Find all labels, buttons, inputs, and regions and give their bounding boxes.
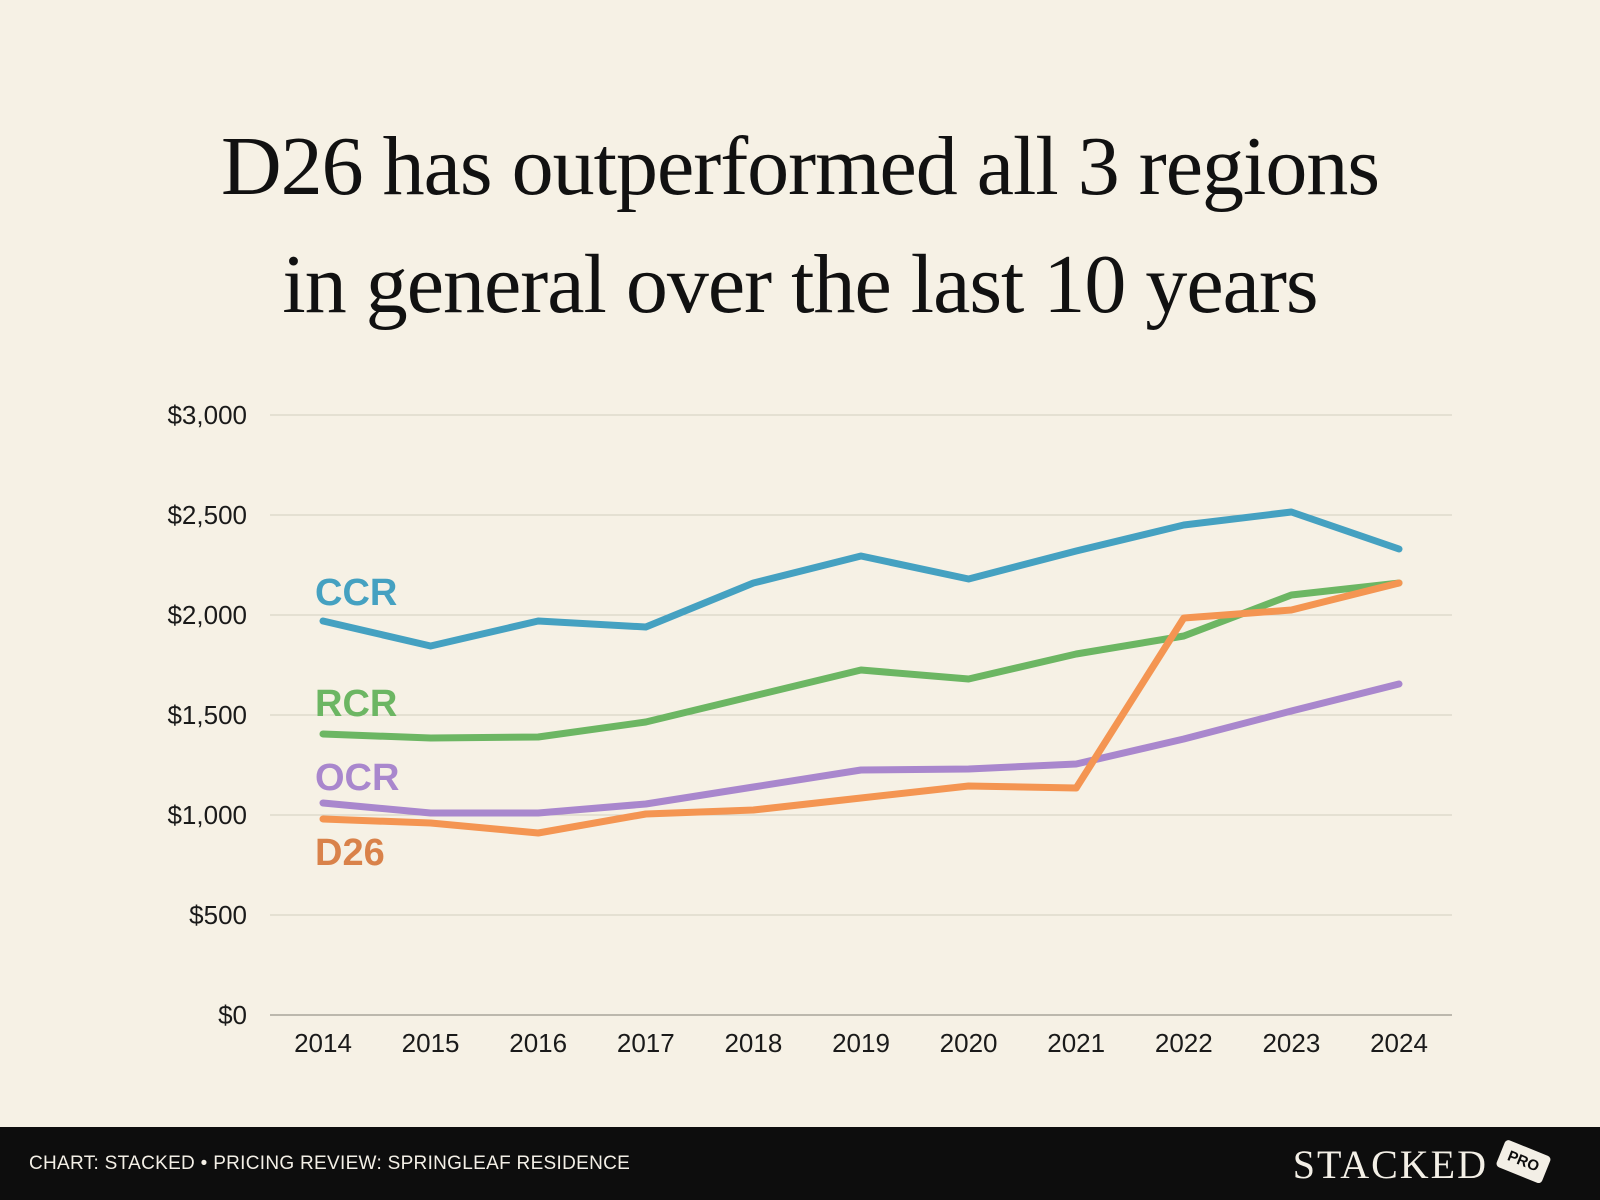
chart-credit: CHART: STACKED • PRICING REVIEW: SPRINGL… <box>29 1153 631 1174</box>
y-axis-ticks: $0 $500 $1,000 $1,500 $2,000 $2,500 $3,000 <box>167 400 247 1030</box>
x-tick-label: 2022 <box>1155 1028 1213 1058</box>
series-line-ccr <box>319 508 1403 650</box>
pro-badge: PRO <box>1495 1138 1552 1185</box>
x-tick-label: 2020 <box>940 1028 998 1058</box>
x-tick-label: 2015 <box>402 1028 460 1058</box>
series-line-rcr <box>319 579 1403 742</box>
y-tick-label: $500 <box>189 900 247 930</box>
x-tick-label: 2014 <box>294 1028 352 1058</box>
stacked-logo[interactable]: STACKED <box>1292 1142 1488 1187</box>
y-tick-label: $2,000 <box>167 600 247 630</box>
x-tick-label: 2023 <box>1262 1028 1320 1058</box>
y-tick-label: $1,500 <box>167 700 247 730</box>
x-tick-label: 2024 <box>1370 1028 1428 1058</box>
y-tick-label: $2,500 <box>167 500 247 530</box>
series-line-ocr <box>319 680 1403 817</box>
x-tick-label: 2021 <box>1047 1028 1105 1058</box>
line-chart: $0 $500 $1,000 $1,500 $2,000 $2,500 $3,000 201… <box>167 400 1452 1058</box>
series-label-ccr: CCR <box>315 572 397 614</box>
series-lines <box>319 508 1403 837</box>
series-labels: CCR RCR OCR D26 <box>315 572 399 874</box>
y-tick-label: $0 <box>218 1000 247 1030</box>
x-tick-label: 2016 <box>509 1028 567 1058</box>
y-tick-label: $3,000 <box>167 400 247 430</box>
gridlines <box>270 414 1452 1016</box>
series-label-rcr: RCR <box>315 683 397 725</box>
footer-bar: CHART: STACKED • PRICING REVIEW: SPRINGL… <box>0 1127 1600 1200</box>
chart-title-line-2: in general over the last 10 years <box>282 238 1318 331</box>
x-tick-label: 2017 <box>617 1028 675 1058</box>
chart-title-line-1: D26 has outperformed all 3 regions <box>220 120 1380 213</box>
x-tick-label: 2019 <box>832 1028 890 1058</box>
chart-title: D26 has outperformed all 3 regions in ge… <box>0 108 1600 344</box>
x-tick-label: 2018 <box>724 1028 782 1058</box>
x-axis-ticks: 2014 2015 2016 2017 2018 2019 2020 2021 2022 2023… <box>294 1028 1428 1058</box>
y-tick-label: $1,000 <box>167 800 247 830</box>
series-label-ocr: OCR <box>315 757 399 799</box>
series-line-d26 <box>319 579 1403 837</box>
series-label-d26: D26 <box>315 832 385 874</box>
